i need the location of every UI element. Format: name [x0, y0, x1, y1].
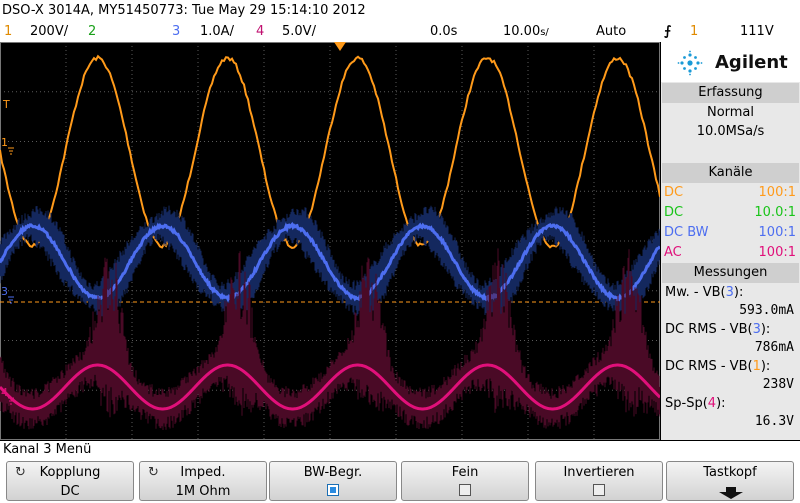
channel-coupling: AC — [664, 245, 682, 260]
submenu-arrow-icon — [719, 487, 743, 499]
ch1-scale[interactable]: 200V/ — [30, 24, 69, 39]
measurement-value: 593.0mA — [739, 303, 794, 318]
time-scale-value: 10.00 — [503, 24, 541, 39]
coupling-softkey[interactable]: ↻ Kopplung DC — [6, 461, 134, 501]
measurement-label[interactable]: Sp-Sp(4): — [665, 396, 726, 411]
measurement-label[interactable]: Mw. - VB(3): — [665, 285, 744, 300]
invert-softkey[interactable]: Invertieren — [535, 461, 663, 501]
ground-icon — [8, 397, 14, 405]
title-bar: DSO-X 3014A, MY51450773: Tue May 29 15:1… — [0, 0, 800, 22]
softkey-label: Tastkopf — [703, 465, 757, 480]
channel-probe-ratio: 10.0:1 — [754, 205, 796, 220]
channel-probe-ratio: 100:1 — [758, 245, 796, 260]
brand-logo: Agilent — [715, 52, 788, 73]
measurement-value: 238V — [762, 377, 794, 392]
agilent-spark-icon — [677, 50, 703, 76]
measurement-label[interactable]: DC RMS - VB(3): — [665, 322, 771, 337]
trigger-level[interactable]: 111V — [740, 24, 774, 39]
status-bar: 1 200V/ 2 3 1.0A/ 4 5.0V/ 0.0s 10.00s/ A… — [0, 22, 800, 42]
trigger-mode[interactable]: Auto — [596, 24, 627, 39]
channels-title: Kanäle — [662, 163, 799, 183]
softkey-label: Fein — [451, 465, 479, 480]
ch3-ground-marker[interactable]: 3 — [1, 285, 8, 298]
probe-softkey[interactable]: Tastkopf — [666, 461, 794, 501]
measurements-title: Messungen — [662, 263, 799, 283]
softkey-label: Invertieren — [563, 465, 635, 480]
ch4-trace — [0, 363, 662, 411]
time-scale-unit: s/ — [540, 27, 549, 38]
checkbox-icon[interactable] — [593, 484, 605, 496]
softkey-label: Imped. — [180, 465, 226, 480]
ground-icon — [8, 147, 14, 155]
ch1-trace — [0, 54, 661, 249]
channel-probe-ratio: 100:1 — [758, 185, 796, 200]
cycle-icon: ↻ — [15, 465, 26, 480]
waveform-svg: T 1 3 4 — [0, 42, 662, 440]
ch1-number[interactable]: 1 — [4, 24, 13, 39]
trigger-edge-icon: ⨍ — [664, 24, 672, 39]
trigger-level-marker[interactable]: T — [2, 98, 10, 111]
softkey-bar: ↻ Kopplung DC ↻ Imped. 1M Ohm BW-Begr. F… — [0, 459, 800, 503]
measurement-value: 16.3V — [754, 414, 794, 429]
ch3-scale[interactable]: 1.0A/ — [200, 24, 234, 39]
softkey-label: Kopplung — [39, 465, 101, 480]
bw-limit-softkey[interactable]: BW-Begr. — [269, 461, 397, 501]
ch3-trace — [0, 221, 662, 304]
channel-coupling: DC — [664, 185, 684, 200]
acquisition-mode: Normal — [706, 105, 755, 120]
waveforms — [0, 54, 662, 430]
fine-softkey[interactable]: Fein — [401, 461, 529, 501]
softkey-label: BW-Begr. — [303, 465, 363, 480]
softkey-value: DC — [60, 484, 80, 499]
waveform-display[interactable]: T 1 3 4 — [0, 42, 662, 440]
measurement-label[interactable]: DC RMS - VB(1): — [665, 359, 771, 374]
channel-markers: T 1 3 4 — [1, 42, 346, 405]
channel-coupling: DC BW — [664, 225, 709, 240]
measurement-value: 786mA — [754, 340, 794, 355]
checkbox-checked-icon[interactable] — [327, 484, 339, 496]
ground-icon — [8, 296, 14, 304]
acquisition-title: Erfassung — [662, 83, 799, 103]
acquisition-rate: 10.0MSa/s — [696, 124, 765, 139]
trigger-source[interactable]: 1 — [690, 24, 699, 39]
time-scale[interactable]: 10.00s/ — [503, 22, 549, 43]
menu-title: Kanal 3 Menü — [0, 441, 800, 459]
channel-probe-ratio: 100:1 — [758, 225, 796, 240]
channel-coupling: DC — [664, 205, 684, 220]
ch4-number[interactable]: 4 — [256, 24, 265, 39]
ch3-number[interactable]: 3 — [172, 24, 181, 39]
side-panel: Agilent Erfassung Normal 10.0MSa/s Kanäl… — [661, 42, 800, 440]
cycle-icon: ↻ — [148, 465, 159, 480]
checkbox-icon[interactable] — [459, 484, 471, 496]
ch1-ground-marker[interactable]: 1 — [1, 136, 8, 149]
impedance-softkey[interactable]: ↻ Imped. 1M Ohm — [139, 461, 267, 501]
brand-header: Agilent — [661, 42, 800, 82]
ch4-ground-marker[interactable]: 4 — [1, 386, 8, 399]
trigger-position-marker[interactable] — [334, 42, 346, 51]
softkey-value: 1M Ohm — [175, 484, 231, 499]
time-delay[interactable]: 0.0s — [430, 24, 458, 39]
ch4-scale[interactable]: 5.0V/ — [282, 24, 316, 39]
ch2-number[interactable]: 2 — [88, 24, 97, 39]
